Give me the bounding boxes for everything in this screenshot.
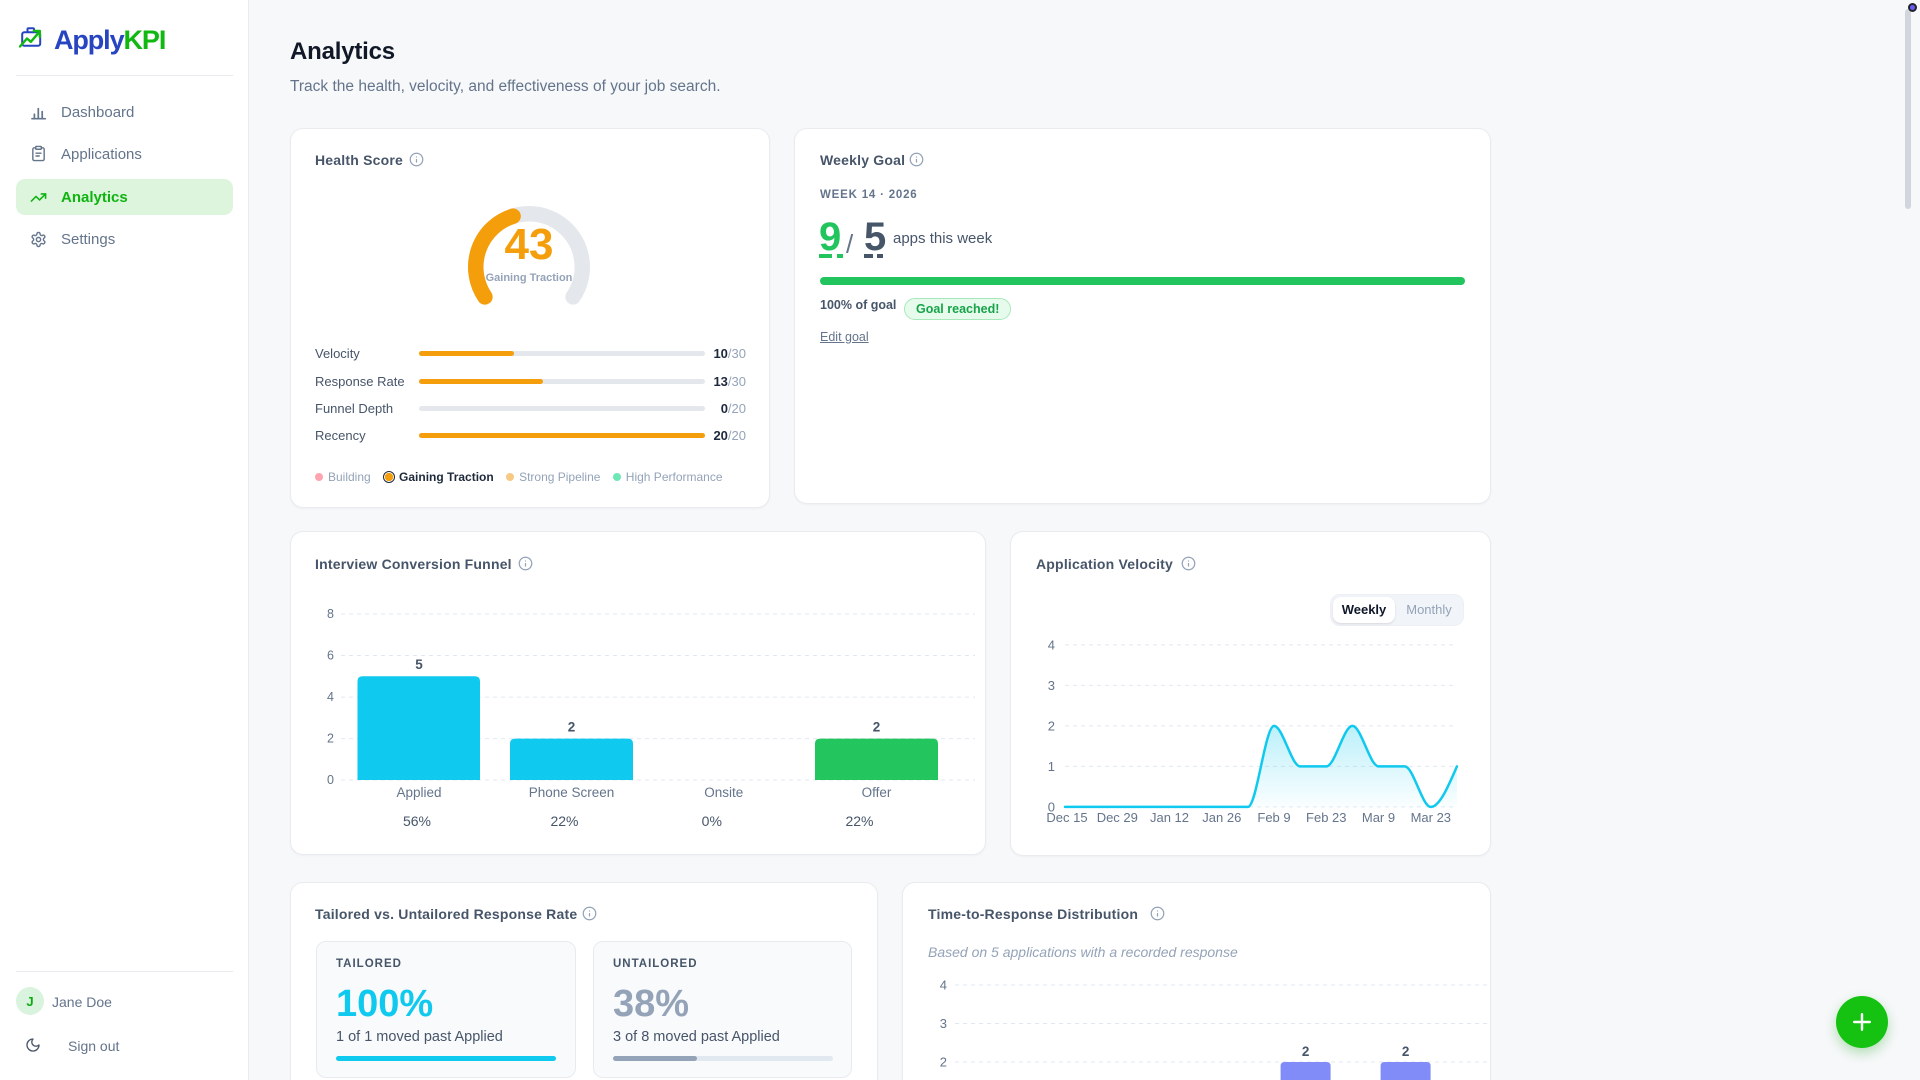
svg-text:Onsite: Onsite [704,785,743,800]
svg-text:5: 5 [415,657,423,672]
svg-text:4: 4 [1048,637,1055,652]
svg-text:4: 4 [327,690,334,704]
svg-text:Applied: Applied [396,785,441,800]
svg-text:Offer: Offer [862,785,892,800]
svg-text:2: 2 [1302,1044,1310,1059]
svg-text:56%: 56% [403,813,431,829]
svg-text:Dec 29: Dec 29 [1097,810,1138,825]
svg-text:Jan 12: Jan 12 [1150,810,1189,825]
svg-text:2: 2 [940,1055,947,1070]
svg-text:Feb 23: Feb 23 [1306,810,1346,825]
svg-text:Phone Screen: Phone Screen [529,785,615,800]
svg-text:2: 2 [1402,1044,1410,1059]
svg-text:Jan 26: Jan 26 [1202,810,1241,825]
svg-text:Dec 15: Dec 15 [1046,810,1087,825]
svg-text:Feb 9: Feb 9 [1257,810,1290,825]
svg-text:Mar 23: Mar 23 [1411,810,1451,825]
svg-text:2: 2 [568,720,576,735]
svg-text:0%: 0% [702,813,722,829]
svg-text:4: 4 [940,978,947,993]
svg-text:0: 0 [1048,799,1055,814]
svg-text:8: 8 [327,607,334,621]
svg-text:3: 3 [940,1016,947,1031]
svg-text:0: 0 [327,773,334,787]
svg-text:22%: 22% [550,813,578,829]
svg-text:6: 6 [327,649,334,663]
svg-text:2: 2 [873,720,881,735]
svg-text:2: 2 [327,732,334,746]
svg-text:Mar 9: Mar 9 [1362,810,1395,825]
svg-text:1: 1 [1048,759,1055,774]
svg-text:3: 3 [1048,678,1055,693]
svg-text:22%: 22% [845,813,873,829]
svg-text:2: 2 [1048,718,1055,733]
